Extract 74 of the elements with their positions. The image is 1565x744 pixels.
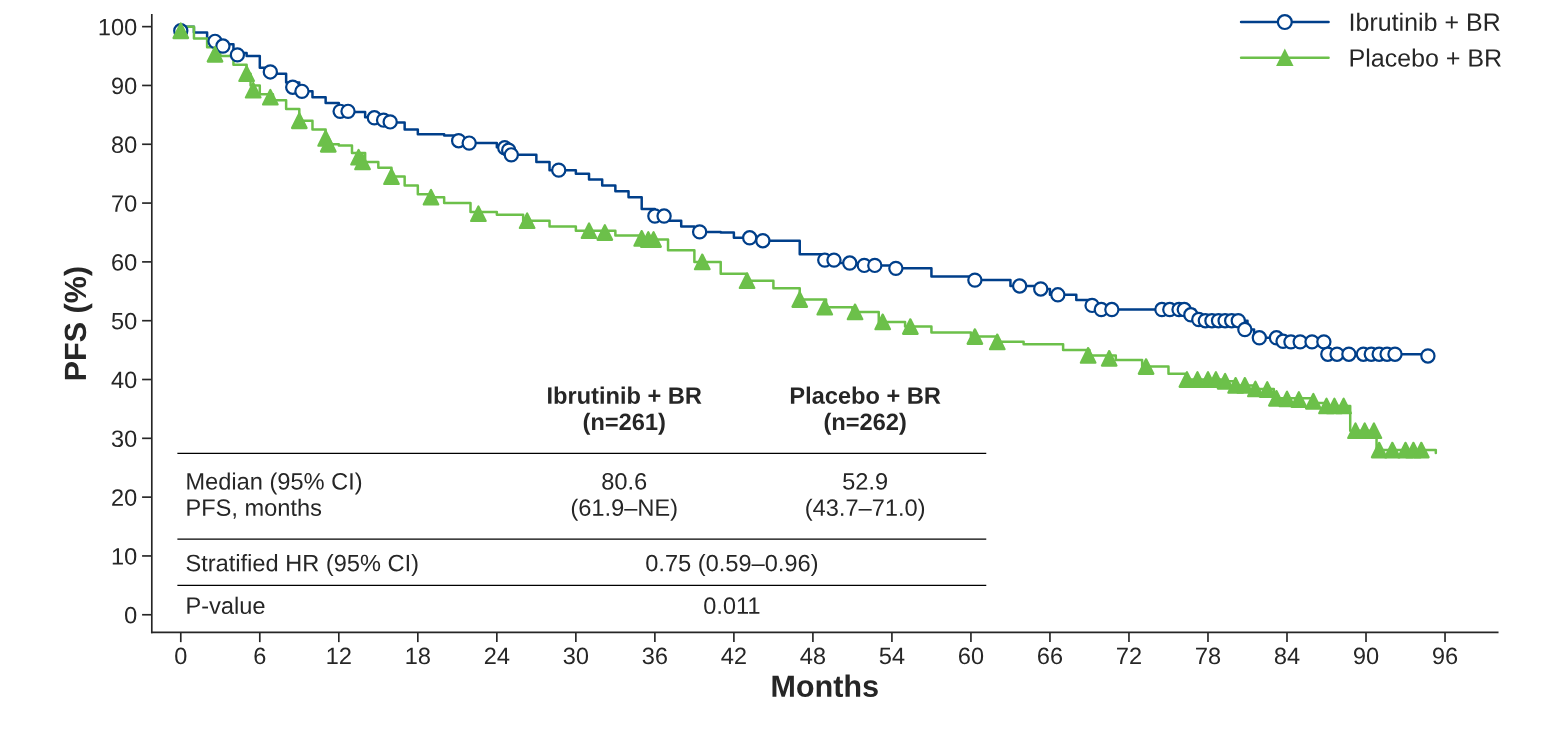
point — [518, 212, 536, 230]
annotation: Median (95% CI) PFS, months — [187, 472, 362, 519]
x-tick-label: 96 — [1433, 647, 1458, 665]
point — [791, 291, 809, 308]
point — [244, 81, 262, 99]
x-tick-label: 78 — [1196, 647, 1221, 665]
x-tick-label: 24 — [484, 647, 510, 665]
point — [596, 224, 614, 241]
x-tick-label: 90 — [1353, 647, 1379, 665]
point — [319, 135, 337, 153]
point — [988, 333, 1006, 351]
point — [1137, 358, 1155, 375]
x-tick-label: 72 — [1117, 647, 1141, 665]
y-tick-label: 10 — [112, 548, 137, 565]
y-tick-label: 100 — [99, 18, 137, 36]
legend-label: Placebo + BR — [1350, 48, 1501, 67]
x-tick-label: 12 — [327, 647, 351, 665]
point — [580, 222, 598, 240]
y-tick-label: 20 — [112, 489, 137, 506]
x-tick-label: 42 — [721, 647, 746, 665]
point — [422, 188, 440, 206]
legend-label: Ibrutinib + BR — [1350, 12, 1500, 32]
point — [874, 313, 892, 331]
point — [354, 153, 371, 171]
annotation: 0.75 (0.59–0.96) — [646, 554, 818, 577]
point — [1383, 441, 1401, 459]
annotation: 52.9 (43.7–71.0) — [806, 473, 925, 521]
y-tick-label: 50 — [111, 312, 137, 330]
point — [1412, 441, 1430, 459]
y-tick-label: 30 — [111, 430, 137, 448]
annotation: Placebo + BR (n=262) — [790, 386, 941, 435]
annotation: Stratified HR (95% CI) — [186, 554, 418, 577]
point — [238, 65, 256, 83]
x-tick-label: 54 — [879, 647, 905, 665]
x-axis-title: Months — [772, 674, 878, 697]
y-tick-label: 80 — [111, 136, 137, 154]
point — [1216, 372, 1234, 390]
y-tick-label: 40 — [111, 371, 137, 389]
point — [901, 318, 919, 335]
point — [383, 168, 400, 185]
x-tick-label: 18 — [406, 647, 430, 665]
x-tick-label: 30 — [563, 647, 589, 665]
y-tick-label: 90 — [112, 77, 137, 95]
point — [1247, 380, 1264, 398]
point — [1304, 392, 1322, 410]
point — [261, 88, 279, 106]
point — [206, 45, 224, 63]
point — [693, 253, 711, 271]
y-axis-title: PFS (%) — [63, 267, 93, 380]
x-tick-label: 60 — [959, 647, 984, 665]
x-tick-label: 36 — [642, 647, 667, 665]
x-tick-label: 84 — [1274, 647, 1300, 665]
x-tick-label: 66 — [1038, 647, 1063, 665]
point — [1100, 349, 1118, 367]
x-tick-label: 0 — [175, 647, 187, 665]
annotation: 80.6 (61.9–NE) — [571, 473, 677, 521]
point — [1079, 347, 1097, 364]
annotation: P-value — [187, 596, 265, 615]
point — [816, 298, 834, 316]
point — [290, 112, 308, 130]
y-tick-label: 0 — [125, 606, 137, 624]
annotation: 0.011 — [704, 597, 760, 615]
point — [470, 205, 487, 223]
point — [846, 303, 864, 321]
point — [966, 328, 984, 345]
point — [1335, 397, 1353, 415]
y-tick-label: 60 — [112, 253, 137, 271]
annotation: Ibrutinib + BR (n=261) — [548, 386, 702, 435]
point — [1370, 441, 1388, 459]
point — [1290, 391, 1308, 408]
x-tick-label: 48 — [800, 647, 826, 665]
point — [738, 272, 756, 290]
y-tick-label: 70 — [112, 195, 137, 212]
x-tick-label: 6 — [254, 647, 266, 665]
